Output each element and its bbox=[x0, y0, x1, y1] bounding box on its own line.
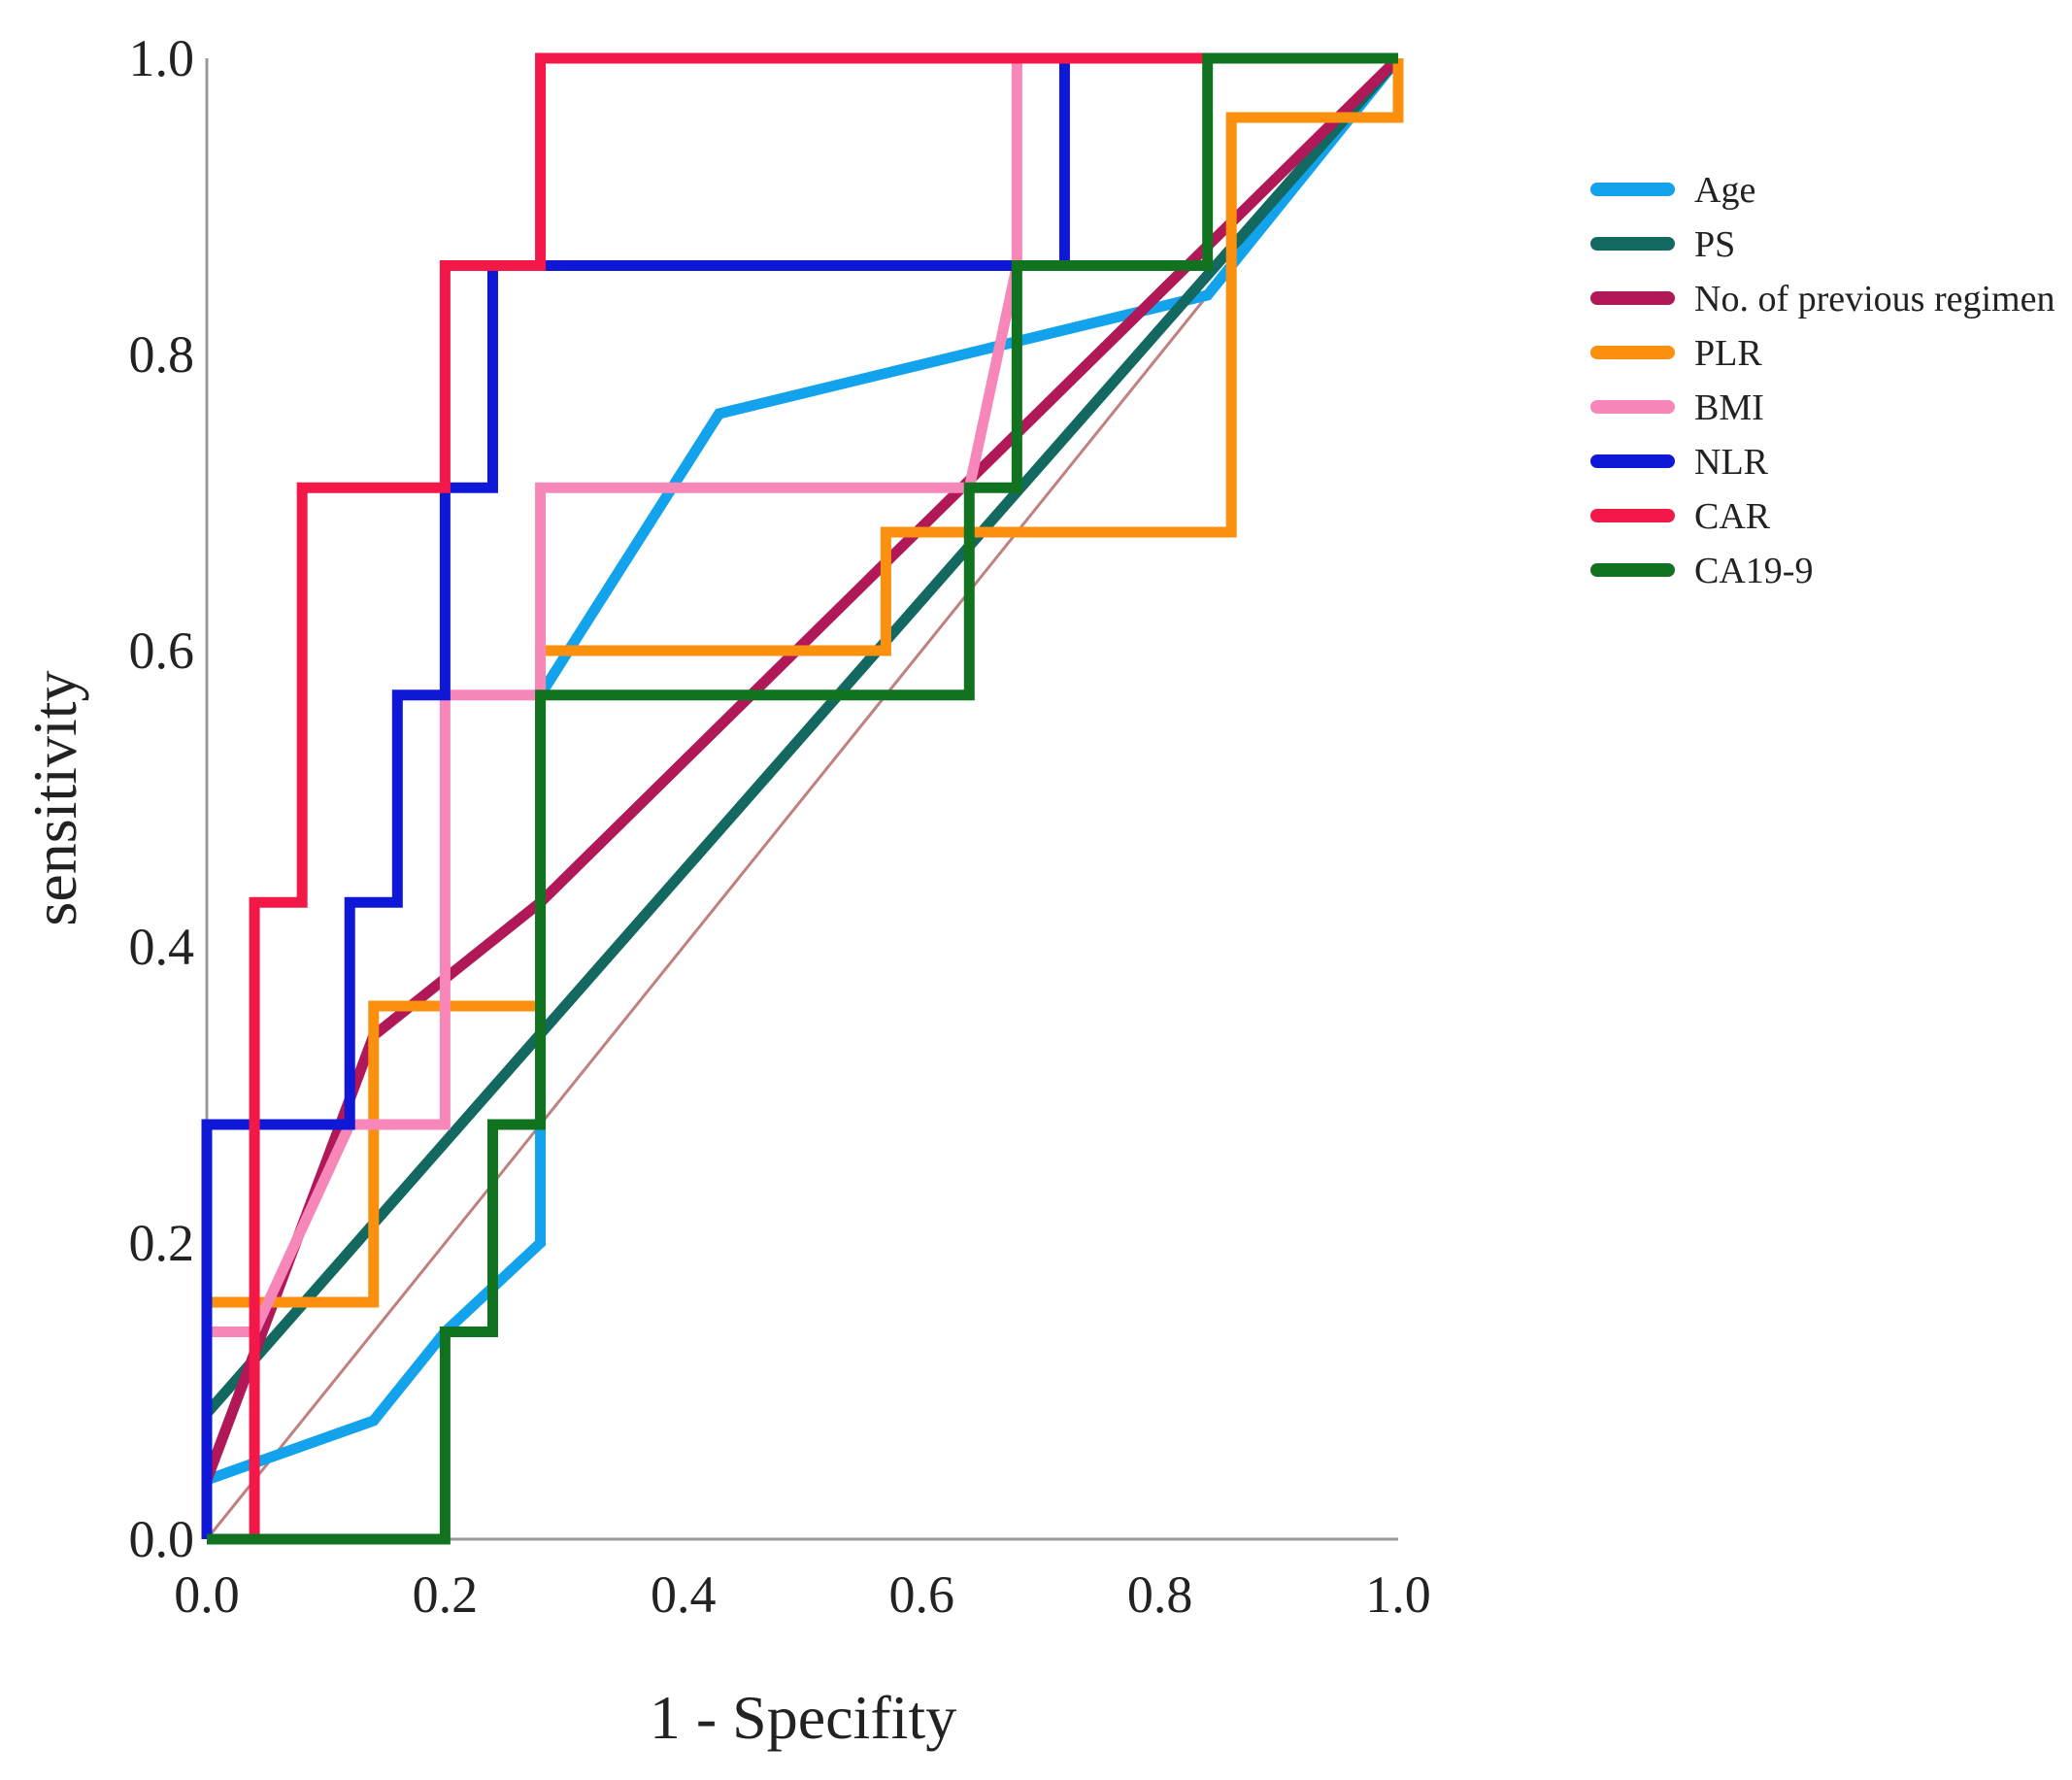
x-tick-label: 0.0 bbox=[174, 1565, 240, 1624]
y-axis-title: sensitivity bbox=[20, 670, 89, 925]
roc-series bbox=[201, 52, 1404, 1545]
x-tick-label: 1.0 bbox=[1365, 1565, 1431, 1624]
legend-label: PS bbox=[1694, 224, 1735, 265]
legend: Age PS No. of previous regimen PLR BMI NLR CAR… bbox=[1590, 170, 2055, 591]
y-tick-label: 0.6 bbox=[129, 621, 195, 680]
legend-label: PLR bbox=[1694, 333, 1762, 374]
y-tick-label: 1.0 bbox=[129, 29, 195, 87]
legend-label: CAR bbox=[1694, 496, 1771, 537]
series-line-ca19-9 bbox=[207, 52, 1398, 1545]
legend-label: BMI bbox=[1694, 387, 1764, 428]
series-line-car bbox=[249, 52, 1398, 1539]
x-tick-label: 0.6 bbox=[888, 1565, 954, 1624]
x-tick-label: 0.8 bbox=[1127, 1565, 1193, 1624]
legend-label: CA19-9 bbox=[1694, 551, 1813, 591]
series-line-age bbox=[205, 54, 1403, 1486]
legend-label: NLR bbox=[1694, 442, 1769, 483]
legend-label: Age bbox=[1694, 170, 1755, 211]
x-tick-label: 0.4 bbox=[651, 1565, 717, 1624]
legend-label: No. of previous regimen bbox=[1694, 279, 2055, 319]
x-axis-title: 1 - Specifity bbox=[650, 1683, 956, 1752]
x-tick-label: 0.2 bbox=[413, 1565, 479, 1624]
reference-line bbox=[205, 57, 1400, 1540]
y-tick-label: 0.8 bbox=[129, 325, 195, 384]
series-line-no-of-previous-regimen bbox=[201, 54, 1402, 1482]
y-tick-label: 0.4 bbox=[129, 918, 195, 976]
y-tick-label: 0.0 bbox=[129, 1510, 195, 1568]
y-tick-label: 0.2 bbox=[129, 1214, 195, 1272]
series-line-ps bbox=[202, 54, 1403, 1418]
tick-labels: 0.0 0.2 0.4 0.6 0.8 1.0 0.0 0.2 0.4 0.6 0.8 1.0 bbox=[129, 29, 1431, 1624]
reference-diagonal bbox=[205, 57, 1400, 1540]
series-line-plr bbox=[207, 58, 1404, 1308]
